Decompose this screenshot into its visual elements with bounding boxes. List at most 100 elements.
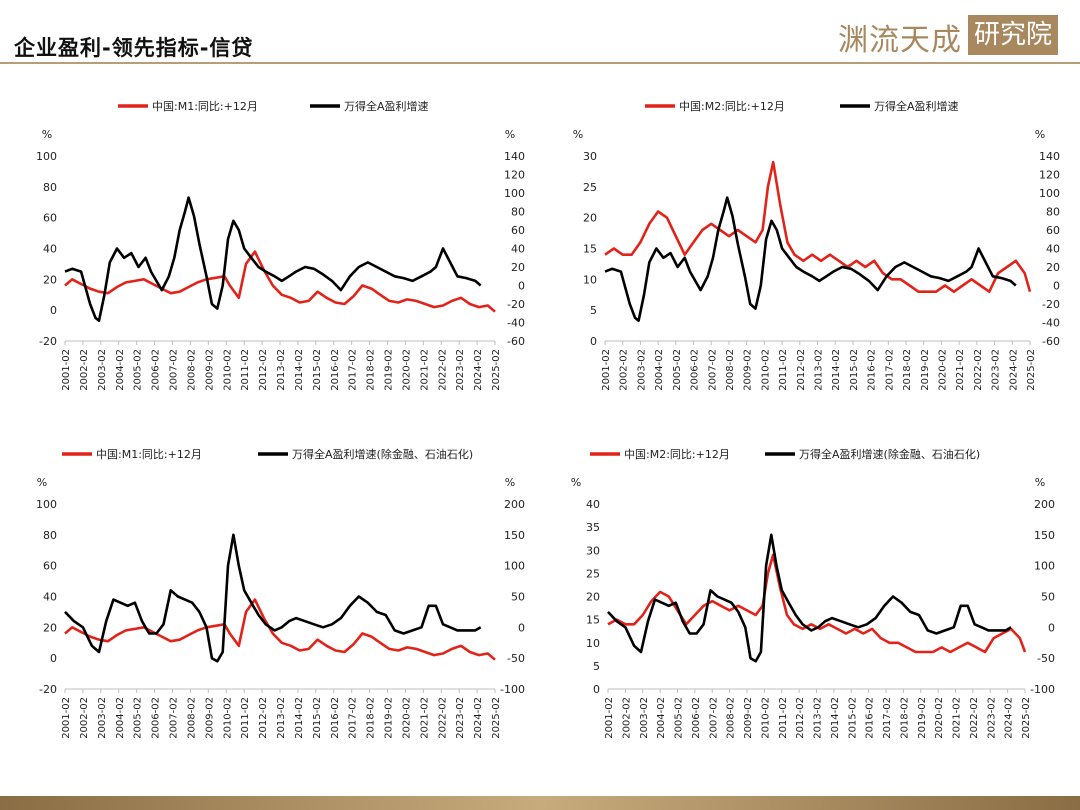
left-axis-unit: % [571,476,581,489]
left-tick-label: 40 [43,243,57,256]
left-tick-label: 15 [586,614,600,627]
x-tick-label: 2020-02 [934,697,945,739]
x-tick-label: 2006-02 [151,697,162,739]
right-tick-label: -60 [507,335,525,348]
series-line-money-supply [604,160,1032,293]
legend-label: 万得全A盈利增速 [344,99,429,113]
chart-m2-vs-profit: 中国:M2:同比:+12月 万得全A盈利增速% % 0 5 10 15 20 25 30 -60 -4… [573,99,1060,391]
x-tick-label: 2010-02 [222,349,233,391]
left-axis-unit: % [573,128,583,141]
left-tick-label: 25 [583,181,597,194]
x-tick-label: 2016-02 [330,349,341,391]
chart-m1-vs-profit-ex-fin: 中国:M1:同比:+12月 万得全A盈利增速(除金融、石油石化)% % -20 0 20 4… [36,447,525,739]
right-tick-label: 100 [1034,560,1055,573]
right-tick-label: 40 [511,243,525,256]
x-tick-label: 2020-02 [401,349,412,391]
left-tick-label: 20 [583,212,597,225]
x-tick-label: 2004-02 [115,349,126,391]
x-tick-label: 2024-02 [1004,697,1015,739]
x-tick-label: 2001-02 [61,697,72,739]
x-tick-label: 2007-02 [169,697,180,739]
left-tick-label: 80 [43,529,57,542]
left-tick-label: 40 [586,498,600,511]
legend-label: 中国:M2:同比:+12月 [624,448,730,461]
right-tick-label: 80 [511,206,525,219]
x-tick-label: 2018-02 [366,349,377,391]
x-tick-label: 2002-02 [79,697,90,739]
x-tick-label: 2015-02 [847,697,858,739]
x-tick-label: 2015-02 [312,697,323,739]
right-axis-unit: % [505,128,515,141]
left-tick-label: 100 [36,150,57,163]
x-tick-label: 2012-02 [796,349,807,391]
left-tick-label: 20 [586,591,600,604]
x-tick-label: 2022-02 [973,349,984,391]
x-tick-label: 2009-02 [204,697,215,739]
x-tick-label: 2006-02 [691,697,702,739]
left-axis-unit: % [37,476,47,489]
right-tick-label: -100 [500,683,525,696]
right-tick-label: 60 [1046,224,1060,237]
right-tick-label: 0 [518,621,525,634]
x-tick-label: 2005-02 [133,349,144,391]
right-tick-label: 100 [504,187,525,200]
x-tick-label: 2004-02 [656,697,667,739]
right-tick-label: 150 [504,529,525,542]
x-tick-label: 2011-02 [240,349,251,391]
left-tick-label: 80 [43,181,57,194]
x-tick-label: 2003-02 [97,349,108,391]
left-tick-label: 5 [590,304,597,317]
left-tick-label: 40 [43,591,57,604]
left-tick-label: 35 [586,521,600,534]
right-tick-label: 80 [1046,206,1060,219]
x-tick-label: 2017-02 [348,349,359,391]
page-title: 企业盈利-领先指标-信贷 [14,36,254,60]
x-tick-label: 2017-02 [882,697,893,739]
x-tick-label: 2022-02 [437,697,448,739]
x-tick-label: 2021-02 [419,349,430,391]
x-tick-label: 2013-02 [814,349,825,391]
x-tick-label: 2015-02 [849,349,860,391]
x-tick-label: 2007-02 [707,349,718,391]
x-tick-label: 2004-02 [115,697,126,739]
legend-label: 万得全A盈利增速 [874,99,959,113]
legend-label: 万得全A盈利增速(除金融、石油石化) [799,447,980,461]
x-tick-label: 2008-02 [186,697,197,739]
x-tick-label: 2007-02 [708,697,719,739]
x-tick-label: 2011-02 [240,697,251,739]
left-axis-unit: % [42,128,52,141]
legend-label: 中国:M1:同比:+12月 [96,448,202,461]
x-tick-label: 2021-02 [955,349,966,391]
right-tick-label: -100 [1030,683,1055,696]
x-tick-label: 2025-02 [1026,349,1037,391]
left-tick-label: 60 [43,212,57,225]
right-tick-label: 0 [518,280,525,293]
x-tick-label: 2014-02 [831,349,842,391]
x-tick-label: 2005-02 [133,697,144,739]
header-divider [0,62,1080,64]
x-tick-label: 2001-02 [601,349,612,391]
chart-m2-vs-profit-ex-fin: 中国:M2:同比:+12月 万得全A盈利增速(除金融、石油石化)% % 0 5 10 15 2… [571,447,1055,739]
left-tick-label: 5 [593,660,600,673]
right-tick-label: -20 [1042,298,1060,311]
x-tick-label: 2008-02 [725,349,736,391]
x-tick-label: 2007-02 [169,349,180,391]
right-tick-label: 120 [504,169,525,182]
x-tick-label: 2006-02 [151,349,162,391]
x-tick-label: 2002-02 [619,349,630,391]
series-line-profit-growth [607,533,1012,663]
series-line-money-supply [607,553,1027,654]
series-line-money-supply [64,250,496,313]
x-tick-label: 2012-02 [795,697,806,739]
x-tick-label: 2018-02 [902,349,913,391]
x-tick-label: 2019-02 [917,697,928,739]
x-tick-label: 2006-02 [690,349,701,391]
left-tick-label: 25 [586,567,600,580]
series-line-profit-growth [604,196,1017,322]
left-tick-label: -20 [39,335,57,348]
x-tick-label: 2025-02 [1021,697,1032,739]
legend-label: 中国:M1:同比:+12月 [152,100,258,113]
right-tick-label: -50 [507,652,525,665]
x-tick-label: 2017-02 [348,697,359,739]
left-tick-label: 0 [590,335,597,348]
